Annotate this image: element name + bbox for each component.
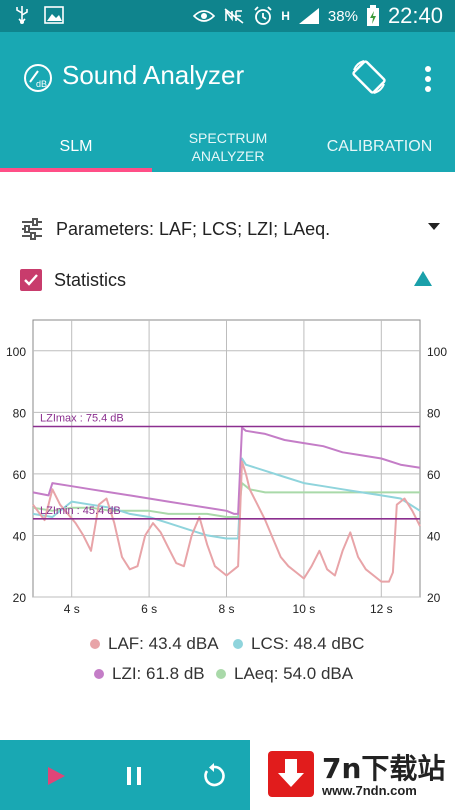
tab-calibration[interactable]: CALIBRATION <box>304 122 455 172</box>
annotation-label-1: LZImin : 45.4 dB <box>40 505 121 517</box>
y-tick-label-left: 60 <box>13 468 27 482</box>
tab-slm-label: SLM <box>59 138 93 155</box>
y-tick-label-right: 100 <box>427 345 447 359</box>
x-tick-label: 6 s <box>141 602 157 616</box>
watermark-logo: 7n下载站 www.7ndn.com <box>260 743 450 805</box>
legend-dot-lcs <box>233 639 243 649</box>
watermark-url: www.7ndn.com <box>322 783 417 798</box>
dropdown-arrow-icon[interactable] <box>428 223 440 230</box>
alarm-icon <box>254 6 272 25</box>
annotation-label-0: LZImax : 75.4 dB <box>40 412 124 424</box>
app-logo-text: dB <box>36 79 47 89</box>
nfc-muted-icon <box>224 8 244 24</box>
legend-item-lzi: LZI: 61.8 dB <box>94 664 205 684</box>
legend-dot-laf <box>90 639 100 649</box>
battery-charging-icon <box>366 5 379 26</box>
network-type-label: H <box>281 9 290 23</box>
x-tick-label: 4 s <box>64 602 80 616</box>
legend-item-lcs: LCS: 48.4 dBC <box>233 634 364 654</box>
legend-dot-lzi <box>94 669 104 679</box>
x-tick-label: 10 s <box>293 602 316 616</box>
statistics-toggle-row: Statistics <box>20 264 440 296</box>
y-tick-label-right: 20 <box>427 591 441 605</box>
statistics-label: Statistics <box>54 269 127 290</box>
overflow-menu-icon[interactable] <box>418 64 438 94</box>
signal-icon <box>298 8 319 24</box>
series-line-laf <box>32 460 421 583</box>
tab-calibration-label: CALIBRATION <box>326 138 433 155</box>
y-tick-label-left: 20 <box>13 591 27 605</box>
x-tick-label: 12 s <box>370 602 393 616</box>
playback-controls <box>0 740 250 810</box>
app-title: Sound Analyzer <box>62 60 245 90</box>
legend-label-laeq: LAeq: 54.0 dBA <box>234 664 354 683</box>
y-tick-label-right: 80 <box>427 406 441 420</box>
battery-percent: 38% <box>327 7 358 25</box>
status-bar: H 38% 22:40 <box>0 0 455 32</box>
x-tick-label: 8 s <box>218 602 234 616</box>
y-tick-label-left: 80 <box>13 406 27 420</box>
pause-icon[interactable] <box>120 762 148 790</box>
annotation-layer: LZImax : 75.4 dB LZImin : 45.4 dB <box>33 412 420 520</box>
series-line-lzi <box>32 426 421 515</box>
legend-dot-laeq <box>216 669 226 679</box>
y-tick-label-left: 40 <box>13 529 27 543</box>
eye-icon <box>193 10 216 22</box>
watermark-name: 7n下载站 <box>322 752 446 785</box>
legend-label-lzi: LZI: 61.8 dB <box>112 664 205 683</box>
usb-icon <box>16 6 28 24</box>
series-layer <box>32 426 421 583</box>
tab-bar: SLM SPECTRUM ANALYZER CALIBRATION <box>0 122 455 172</box>
legend-label-lcs: LCS: 48.4 dBC <box>251 634 365 653</box>
y-tick-label-left: 100 <box>6 345 26 359</box>
screen-rotation-icon[interactable] <box>350 58 388 96</box>
chart-legend: LAF: 43.4 dBA LCS: 48.4 dBC LZI: 61.8 dB… <box>0 630 455 690</box>
y-tick-label-right: 60 <box>427 468 441 482</box>
collapse-triangle-icon[interactable] <box>414 271 432 286</box>
sliders-icon <box>22 218 42 240</box>
tab-slm[interactable]: SLM <box>0 122 152 172</box>
app-logo-icon: dB <box>24 64 52 92</box>
download-arrow-icon <box>268 751 314 797</box>
sound-level-chart: LZImax : 75.4 dB LZImin : 45.4 dB 20 20 40 4… <box>6 319 447 616</box>
reset-icon[interactable] <box>200 762 228 790</box>
checkmark-icon <box>24 274 38 286</box>
legend-label-laf: LAF: 43.4 dBA <box>108 634 219 653</box>
legend-item-laf: LAF: 43.4 dBA <box>90 634 219 654</box>
y-tick-label-right: 40 <box>427 529 441 543</box>
grid-lines <box>33 320 420 598</box>
series-line-lcs <box>32 457 421 540</box>
play-icon[interactable] <box>42 762 70 790</box>
tab-spectrum-analyzer[interactable]: SPECTRUM ANALYZER <box>152 122 304 172</box>
statistics-checkbox[interactable] <box>20 269 42 291</box>
tab-spectrum-analyzer-label: SPECTRUM ANALYZER <box>188 130 268 164</box>
axis-labels: 20 20 40 40 60 60 80 80 100 100 4 s 6 s 8 s 10 s 12 s <box>6 345 447 616</box>
series-line-laeq <box>32 482 420 518</box>
parameters-label: Parameters: LAF; LCS; LZI; LAeq. <box>56 218 331 239</box>
image-icon <box>44 6 64 24</box>
app-bar: dB Sound Analyzer SLM SPECTRUM ANALYZER … <box>0 32 455 172</box>
clock: 22:40 <box>387 3 443 28</box>
parameters-selector[interactable]: Parameters: LAF; LCS; LZI; LAeq. <box>20 212 440 246</box>
legend-item-laeq: LAeq: 54.0 dBA <box>216 664 353 684</box>
